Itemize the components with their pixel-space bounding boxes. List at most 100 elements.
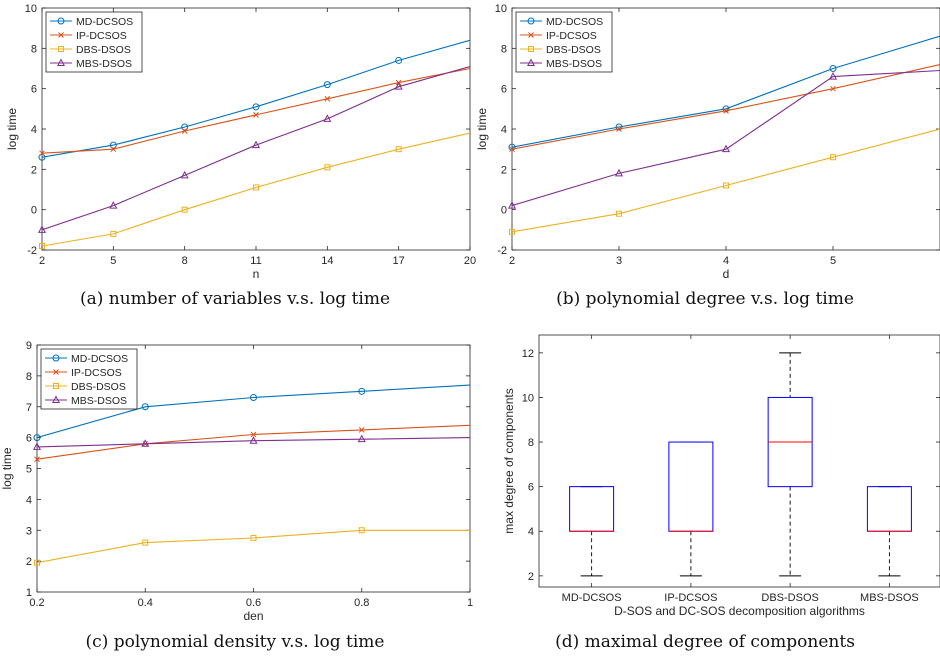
chart-a-point-0-2 bbox=[181, 123, 189, 131]
chart-c-point-1-0 bbox=[34, 456, 40, 463]
chart-a-legend-marker-0 bbox=[57, 17, 65, 25]
chart-b-point-1-1 bbox=[616, 126, 622, 132]
chart-c-xtick-label: 0.4 bbox=[138, 597, 153, 609]
chart-d-xlabel: D-SOS and DC-SOS decomposition algorithm… bbox=[614, 604, 865, 618]
chart-a-point-0-4 bbox=[323, 81, 331, 89]
chart-b-ytick-label: 2 bbox=[501, 164, 507, 176]
chart-a-point-2-1 bbox=[110, 230, 117, 237]
chart-a-point-3-5 bbox=[394, 82, 403, 90]
chart-a-point-2-3 bbox=[253, 184, 259, 191]
chart-b-legend-label-3: MBS-DSOS bbox=[546, 58, 602, 70]
chart-c-ytick-label: 9 bbox=[26, 340, 32, 352]
chart-a-ylabel: log time bbox=[5, 108, 19, 150]
chart-b-xtick-label: 5 bbox=[830, 255, 836, 267]
chart-a-legend-label-2: DBS-DSOS bbox=[76, 44, 131, 56]
caption-a: (a) number of variables v.s. log time bbox=[79, 289, 391, 309]
caption-b: (b) polynomial degree v.s. log time bbox=[556, 289, 854, 309]
chart-b-series-line-1 bbox=[512, 63, 940, 150]
chart-b-point-0-1 bbox=[615, 123, 623, 131]
chart-a-point-0-5 bbox=[395, 56, 403, 64]
chart-c-series-line-3 bbox=[37, 437, 470, 448]
chart-a-legend-marker-3 bbox=[56, 58, 66, 66]
chart-a-ytick-label: 0 bbox=[31, 205, 37, 217]
chart-a-point-2-2 bbox=[181, 206, 188, 213]
chart-c-ytick-label: 4 bbox=[26, 494, 32, 506]
chart-a-xtick-label: 8 bbox=[182, 255, 188, 267]
chart-b-ytick-label: -2 bbox=[497, 245, 507, 257]
chart-d-box-1 bbox=[668, 441, 714, 532]
chart-b-legend-label-0: MD-DCSOS bbox=[546, 16, 603, 28]
chart-c-point-0-3 bbox=[358, 387, 366, 395]
chart-a-ytick-label: -2 bbox=[27, 245, 37, 257]
chart-a-legend-marker-2 bbox=[58, 46, 64, 52]
chart-c-ytick-label: 7 bbox=[26, 402, 32, 414]
chart-a-legend-marker-1 bbox=[58, 32, 64, 38]
chart-c-ytick-label: 8 bbox=[26, 371, 32, 383]
chart-c-legend-label-3: MBS-DSOS bbox=[71, 395, 127, 407]
chart-a-ytick-label: 10 bbox=[25, 3, 37, 15]
chart-b-point-1-0 bbox=[509, 146, 515, 153]
chart-a-point-0-3 bbox=[252, 103, 260, 111]
chart-a-point-2-4 bbox=[324, 164, 331, 171]
chart-d-ytick-label: 10 bbox=[522, 392, 534, 404]
chart-c-point-3-2 bbox=[249, 436, 258, 444]
chart-b-ytick-label: 8 bbox=[501, 43, 507, 55]
chart-c-point-0-2 bbox=[250, 393, 257, 401]
chart-b-point-3-1 bbox=[614, 168, 624, 177]
chart-c-xtick-label: 1 bbox=[467, 597, 473, 609]
chart-c-legend-marker-0 bbox=[52, 354, 60, 362]
chart-a-point-2-0 bbox=[39, 242, 45, 249]
chart-a-xtick-label: 11 bbox=[250, 255, 261, 267]
chart-a-point-2-5 bbox=[395, 146, 402, 153]
chart-b-ytick-label: 10 bbox=[495, 3, 507, 15]
chart-d-ytick-label: 4 bbox=[528, 526, 534, 538]
chart-b-ylabel: log time bbox=[475, 108, 489, 150]
chart-b-point-1-3 bbox=[830, 85, 836, 92]
chart-b-ytick-label: 6 bbox=[501, 84, 507, 96]
chart-a-point-3-4 bbox=[323, 114, 332, 122]
chart-c-legend-label-0: MD-DCSOS bbox=[71, 353, 128, 365]
chart-a-ytick-label: 4 bbox=[31, 124, 37, 136]
chart-a-point-3-0 bbox=[37, 225, 47, 233]
chart-a-legend-label-3: MBS-DSOS bbox=[76, 58, 132, 70]
chart-b-legend-marker-0 bbox=[527, 17, 535, 25]
chart-d-ytick-label: 6 bbox=[528, 482, 534, 494]
chart-b-point-1-2 bbox=[723, 107, 729, 114]
chart-b-point-2-1 bbox=[616, 210, 622, 217]
chart-c-ytick-label: 2 bbox=[26, 556, 32, 568]
chart-c-series-line-1 bbox=[37, 424, 470, 460]
chart-a-legend-label-1: IP-DCSOS bbox=[76, 30, 127, 42]
chart-a-point-3-3 bbox=[251, 140, 261, 149]
chart-c-xtick-label: 0.2 bbox=[29, 597, 44, 609]
chart-c-legend-marker-3 bbox=[51, 395, 61, 403]
chart-a-point-1-4 bbox=[324, 95, 331, 102]
chart-b-point-2-0 bbox=[509, 228, 515, 235]
chart-b-xtick-label: 2 bbox=[509, 255, 515, 267]
chart-d-box-3 bbox=[866, 486, 912, 532]
chart-c-ylabel: log time bbox=[0, 447, 14, 489]
chart-d-ytick-label: 12 bbox=[522, 348, 534, 360]
chart-b-series-line-3 bbox=[512, 69, 940, 207]
chart-c-ytick-label: 3 bbox=[26, 525, 32, 537]
chart-a-point-1-0 bbox=[39, 150, 45, 157]
chart-b-point-3-3 bbox=[828, 72, 838, 80]
chart-b-point-3-0 bbox=[507, 201, 517, 209]
chart-c-series-line-0 bbox=[37, 384, 470, 439]
chart-d-ytick-label: 2 bbox=[528, 571, 534, 583]
chart-b-point-0-0 bbox=[508, 143, 516, 151]
chart-b-legend-marker-3 bbox=[526, 58, 536, 66]
chart-a-legend-label-0: MD-DCSOS bbox=[76, 16, 133, 28]
chart-a-xtick-label: 20 bbox=[464, 255, 476, 267]
chart-a-point-1-1 bbox=[110, 146, 117, 153]
chart-a-xtick-label: 17 bbox=[393, 255, 405, 267]
chart-b-legend bbox=[515, 11, 613, 73]
chart-c-ytick-label: 1 bbox=[26, 587, 32, 599]
chart-d-axes bbox=[538, 334, 940, 588]
chart-c-point-0-0 bbox=[33, 434, 41, 442]
chart-d-xtick-label: DBS-DSOS bbox=[761, 592, 818, 604]
chart-a-point-0-0 bbox=[38, 153, 46, 161]
chart-c-ytick-label: 5 bbox=[26, 464, 32, 476]
chart-d-xtick-label: MBS-DSOS bbox=[860, 592, 919, 604]
chart-c-xtick-label: 0.6 bbox=[246, 597, 261, 609]
chart-b-series-line-0 bbox=[512, 35, 940, 148]
